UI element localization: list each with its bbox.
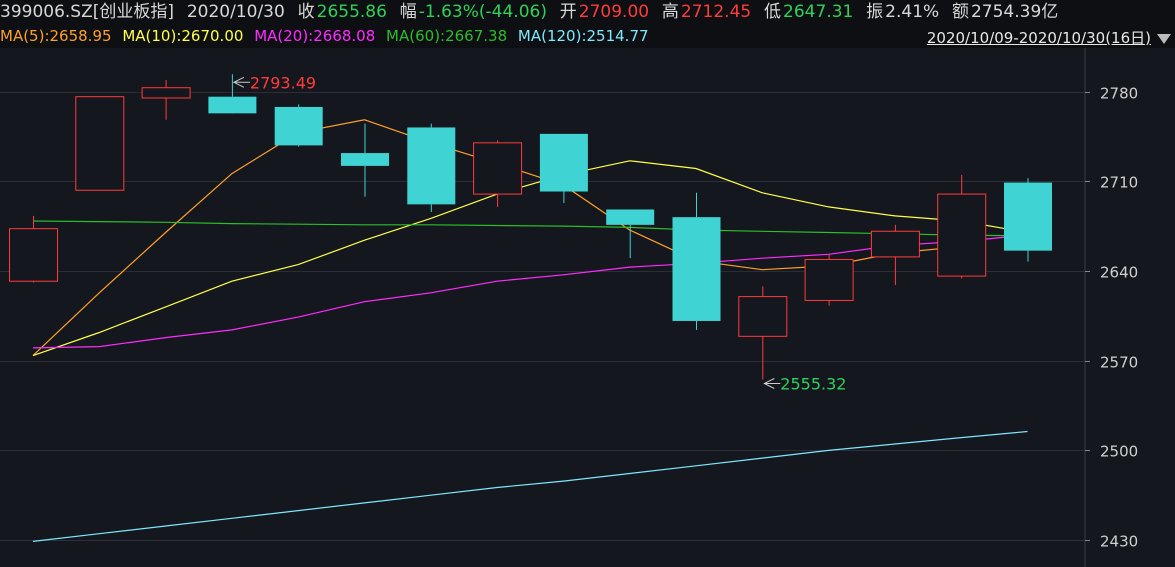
candle-body-down[interactable] <box>672 217 721 321</box>
candle-body-up[interactable] <box>870 230 920 258</box>
y-tick-label: 2430 <box>1100 533 1138 551</box>
amplitude-value: 2.41% <box>885 2 940 22</box>
dropdown-arrow-icon[interactable] <box>1157 33 1171 44</box>
legend-ma10: MA(10):2670.00 <box>122 27 244 45</box>
ma-line-ma120 <box>32 430 1028 542</box>
ma-line-ma60 <box>32 220 1028 237</box>
amount-value: 2754.39亿 <box>970 2 1059 22</box>
legend-ma60: MA(60):2667.38 <box>386 27 508 45</box>
candle-body-up[interactable] <box>804 258 854 301</box>
y-tick-label: 2640 <box>1100 264 1138 282</box>
y-tick-label: 2570 <box>1100 354 1138 372</box>
amount-label: 额 <box>951 2 969 22</box>
change-label: 幅 <box>399 2 417 22</box>
y-tick-label: 2500 <box>1100 443 1138 461</box>
candle-body-down[interactable] <box>539 133 588 192</box>
close-label: 收 <box>297 2 315 22</box>
plot-background <box>0 48 1175 567</box>
candle-body-up[interactable] <box>937 193 987 277</box>
legend-ma120: MA(120):2514.77 <box>517 27 649 45</box>
candle-body-up[interactable] <box>738 296 788 337</box>
candlestick-chart[interactable]: 2430 2500 2570 2640 2710 2780 2793.49 2555.32 <box>0 48 1175 567</box>
candle-body-down[interactable] <box>1004 182 1052 251</box>
annotation-low-label: 2555.32 <box>780 374 846 393</box>
annotation-arrow-icon <box>763 378 781 389</box>
candle-body-down[interactable] <box>274 106 323 146</box>
index-code: 399006.SZ[创业板指] <box>0 2 175 22</box>
ma-line-ma20 <box>32 234 1028 349</box>
annotation-arrow-icon <box>232 76 250 88</box>
open-value: 2709.00 <box>578 2 650 22</box>
date-range-label: 2020/10/09-2020/10/30(16日) <box>926 29 1151 47</box>
y-tick-label: 2780 <box>1100 85 1138 103</box>
legend-ma5: MA(5):2658.95 <box>0 27 112 45</box>
candle-body-down[interactable] <box>341 153 389 166</box>
low-value: 2647.31 <box>783 2 854 22</box>
high-label: 高 <box>661 2 679 22</box>
ma-line-ma10 <box>32 160 1028 357</box>
candle-body-up[interactable] <box>9 228 58 282</box>
amplitude-label: 振 <box>866 2 884 22</box>
change-value: -1.63%(-44.06) <box>418 2 547 22</box>
date-range-selector[interactable]: 2020/10/09-2020/10/30(16日) <box>927 27 1171 48</box>
high-value: 2712.45 <box>680 2 752 22</box>
ma-legend: MA(5):2658.95 MA(10):2670.00 MA(20):2668… <box>0 26 1175 48</box>
close-value: 2655.86 <box>316 2 387 22</box>
low-label: 低 <box>764 2 782 22</box>
legend-ma20: MA(20):2668.08 <box>254 27 376 45</box>
candle-body-up[interactable] <box>473 142 523 195</box>
candle-body-up[interactable] <box>75 96 125 191</box>
open-label: 开 <box>559 2 577 22</box>
candle-body-down[interactable] <box>407 127 456 205</box>
quote-header: 399006.SZ[创业板指] 2020/10/30 收 2655.86 幅 -1.… <box>0 0 1175 26</box>
candle-body-down[interactable] <box>208 96 257 114</box>
y-tick-label: 2710 <box>1100 174 1138 192</box>
candle-body-down[interactable] <box>606 209 655 225</box>
candle-body-up[interactable] <box>141 87 191 99</box>
annotation-high-label: 2793.49 <box>250 73 316 92</box>
quote-date: 2020/10/30 <box>186 2 285 22</box>
